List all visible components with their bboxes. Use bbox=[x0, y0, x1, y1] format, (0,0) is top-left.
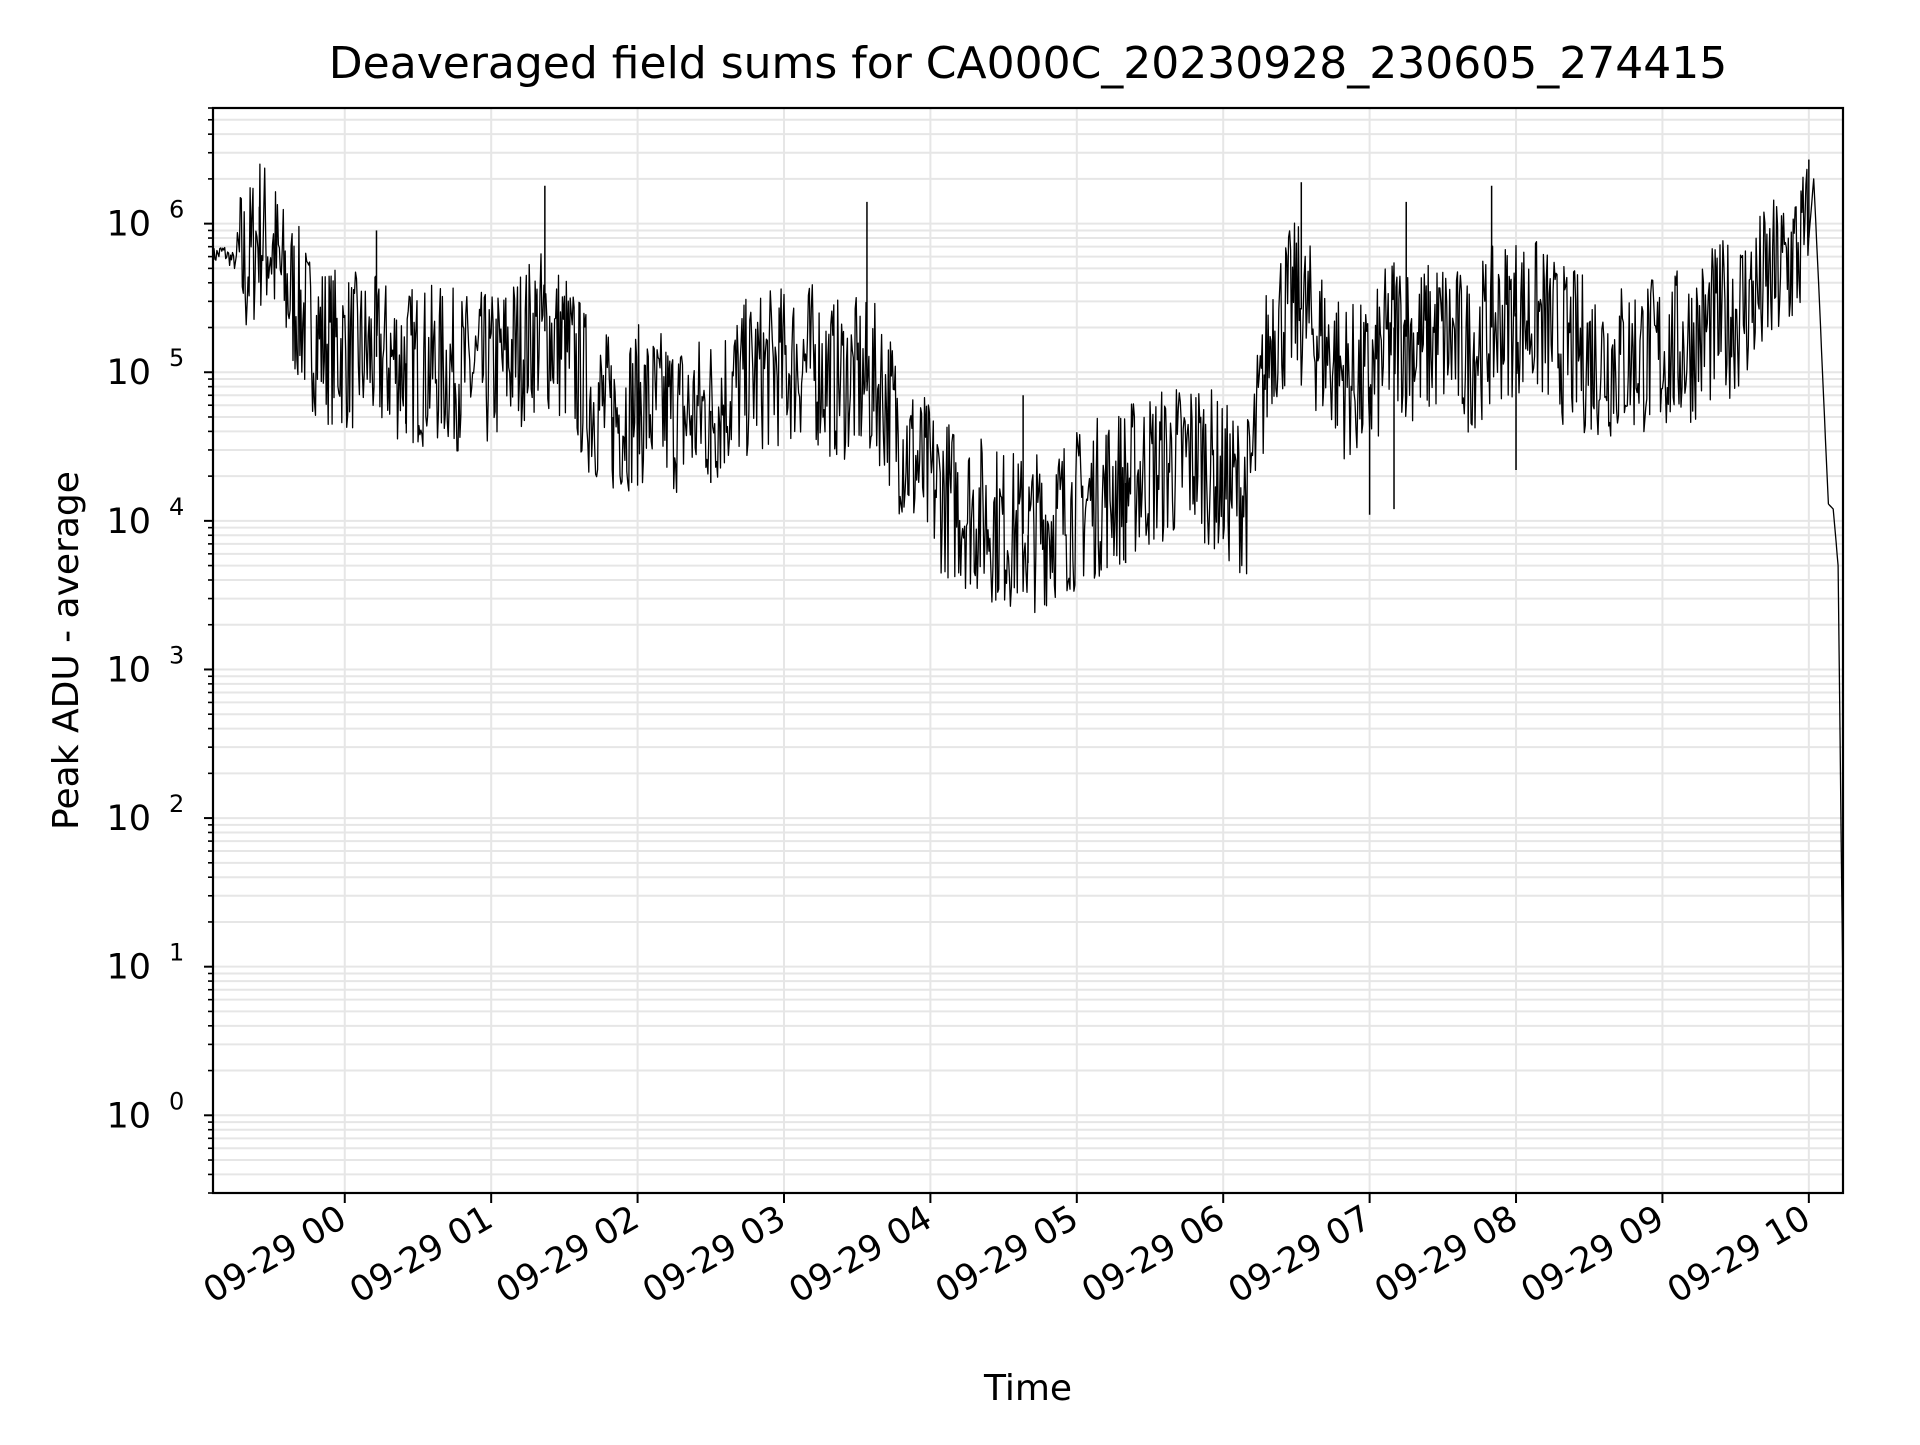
y-tick-exponent: 2 bbox=[169, 790, 184, 818]
y-tick-label: 10 bbox=[106, 502, 151, 542]
y-tick-label: 10 bbox=[106, 353, 151, 393]
y-tick-exponent: 1 bbox=[169, 939, 184, 967]
data-area bbox=[212, 159, 1844, 1000]
y-tick-exponent: 3 bbox=[169, 641, 184, 669]
y-tick-label: 10 bbox=[106, 650, 151, 690]
grid bbox=[213, 107, 1843, 1194]
y-tick-exponent: 5 bbox=[169, 344, 184, 372]
x-axis-label: Time bbox=[983, 1368, 1072, 1409]
y-tick-label: 10 bbox=[106, 205, 151, 245]
y-tick-exponent: 0 bbox=[169, 1087, 184, 1115]
y-tick-label: 10 bbox=[106, 948, 151, 988]
y-tick-exponent: 4 bbox=[169, 493, 184, 521]
chart-title: Deaveraged field sums for CA000C_2023092… bbox=[329, 38, 1727, 89]
y-tick-label: 10 bbox=[106, 799, 151, 839]
y-tick-label: 10 bbox=[106, 1096, 151, 1136]
y-tick-exponent: 6 bbox=[169, 196, 184, 224]
plot-frame bbox=[211, 106, 1845, 1195]
y-axis-label: Peak ADU - average bbox=[46, 471, 87, 830]
